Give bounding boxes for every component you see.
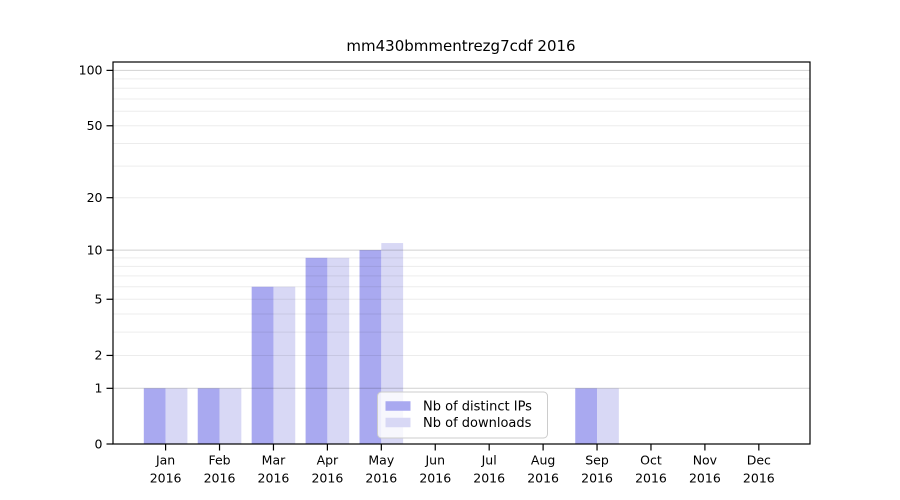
y-tick-label: 1 xyxy=(95,381,103,396)
legend-label-series1: Nb of downloads xyxy=(423,416,532,431)
legend-swatch-series0 xyxy=(385,401,411,411)
y-tick-label: 10 xyxy=(87,242,103,257)
y-tick-label: 50 xyxy=(87,118,103,133)
x-tick-label-year: 2016 xyxy=(311,471,343,486)
x-tick-label-year: 2016 xyxy=(743,471,775,486)
legend-label-series0: Nb of distinct IPs xyxy=(423,400,532,415)
y-tick-label: 20 xyxy=(87,190,103,205)
bar-series1-month8 xyxy=(597,388,619,444)
axes-layer: 0 1 2 5 10 20 50 100 Jan 2016 Feb 2016 Mar 2016 Apr 201… xyxy=(79,61,811,486)
x-tick-label-month: Oct xyxy=(640,453,662,468)
y-tick-label: 0 xyxy=(95,436,103,451)
x-tick-label-month: Nov xyxy=(693,453,718,468)
bar-series1-month1 xyxy=(219,388,242,444)
x-tick-label-year: 2016 xyxy=(689,471,721,486)
x-tick-label-month: Feb xyxy=(208,453,230,468)
y-tick-label: 5 xyxy=(95,292,103,307)
x-tick-label-month: Jul xyxy=(481,453,497,468)
y-tick-label: 2 xyxy=(95,348,103,363)
bar-series0-month4 xyxy=(359,250,382,444)
x-tick-label-month: Dec xyxy=(747,453,771,468)
bar-series0-month3 xyxy=(305,257,328,444)
x-tick-label-year: 2016 xyxy=(635,471,667,486)
grid-layer xyxy=(113,69,810,389)
x-tick-label-year: 2016 xyxy=(473,471,505,486)
legend-swatch-series1 xyxy=(385,417,411,428)
x-tick-label-month: May xyxy=(368,453,394,468)
chart-title: mm430bmmentrezg7cdf 2016 xyxy=(346,37,575,55)
x-tick-label-year: 2016 xyxy=(581,471,613,486)
x-tick-label-month: Jan xyxy=(155,453,175,468)
x-tick-label-month: Mar xyxy=(262,453,286,468)
bar-series1-month3 xyxy=(327,257,350,444)
x-tick-label-year: 2016 xyxy=(365,471,397,486)
x-tick-label-year: 2016 xyxy=(204,471,236,486)
bar-series1-month0 xyxy=(165,388,188,444)
y-tick-label: 100 xyxy=(79,63,103,78)
x-tick-label-month: Sep xyxy=(585,453,609,468)
x-tick-label-month: Aug xyxy=(531,453,555,468)
x-tick-label-month: Apr xyxy=(317,453,339,468)
bar-series1-month2 xyxy=(273,286,296,444)
x-tick-label-year: 2016 xyxy=(419,471,451,486)
x-tick-label-year: 2016 xyxy=(150,471,182,486)
bar-series0-month2 xyxy=(251,286,274,444)
bar-series0-month8 xyxy=(575,388,598,444)
x-tick-label-month: Jun xyxy=(424,453,445,468)
plot-frame xyxy=(112,61,811,445)
legend-box xyxy=(377,391,548,439)
x-tick-label-year: 2016 xyxy=(527,471,559,486)
x-tick-label-year: 2016 xyxy=(258,471,290,486)
bar-series0-month0 xyxy=(143,388,166,444)
bar-series0-month1 xyxy=(197,388,220,444)
